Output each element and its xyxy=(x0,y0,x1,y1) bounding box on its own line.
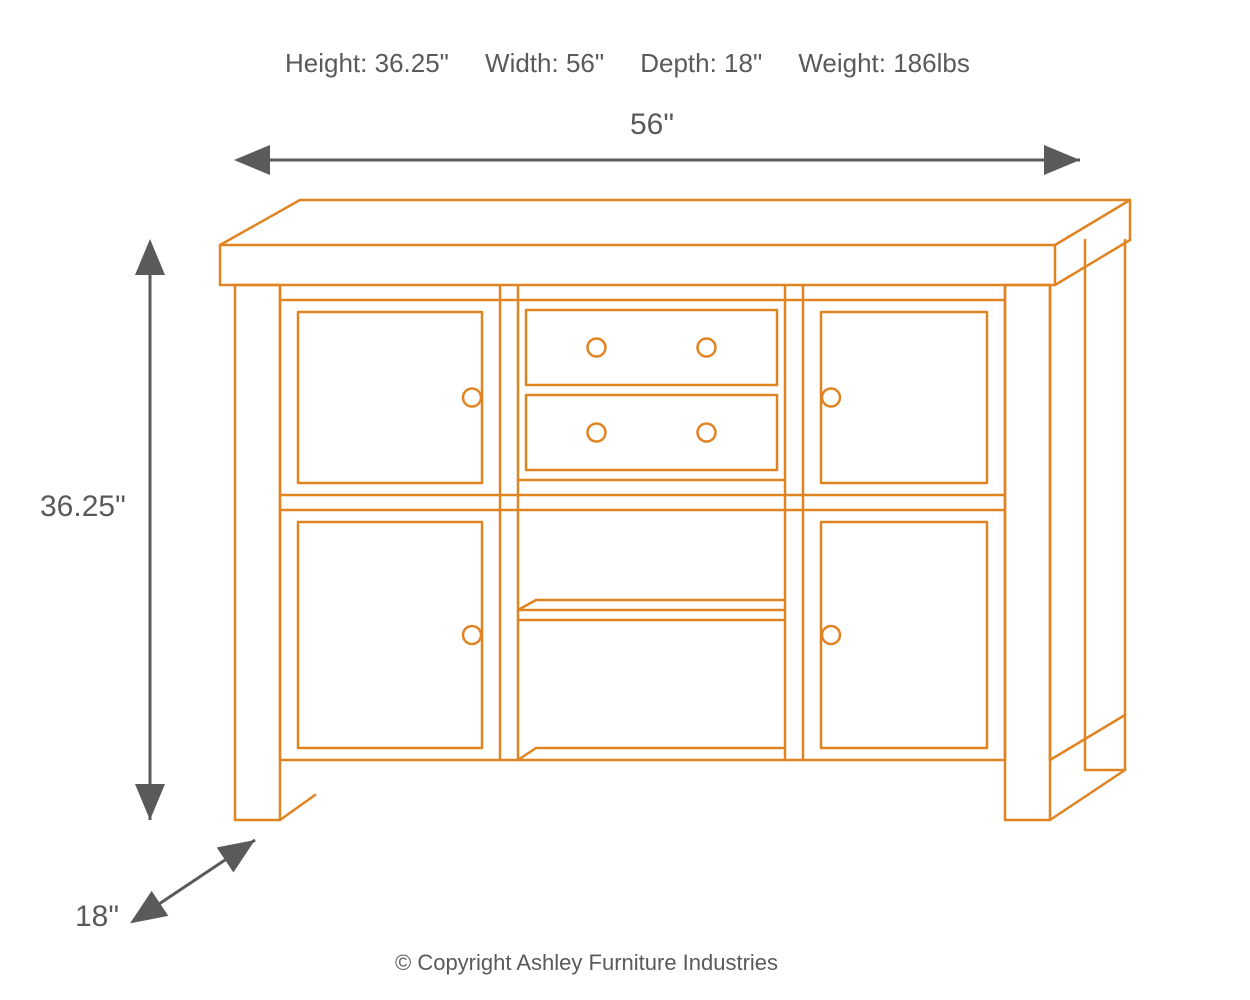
dimension-arrow-depth xyxy=(135,840,255,920)
furniture-diagram xyxy=(0,0,1250,1000)
